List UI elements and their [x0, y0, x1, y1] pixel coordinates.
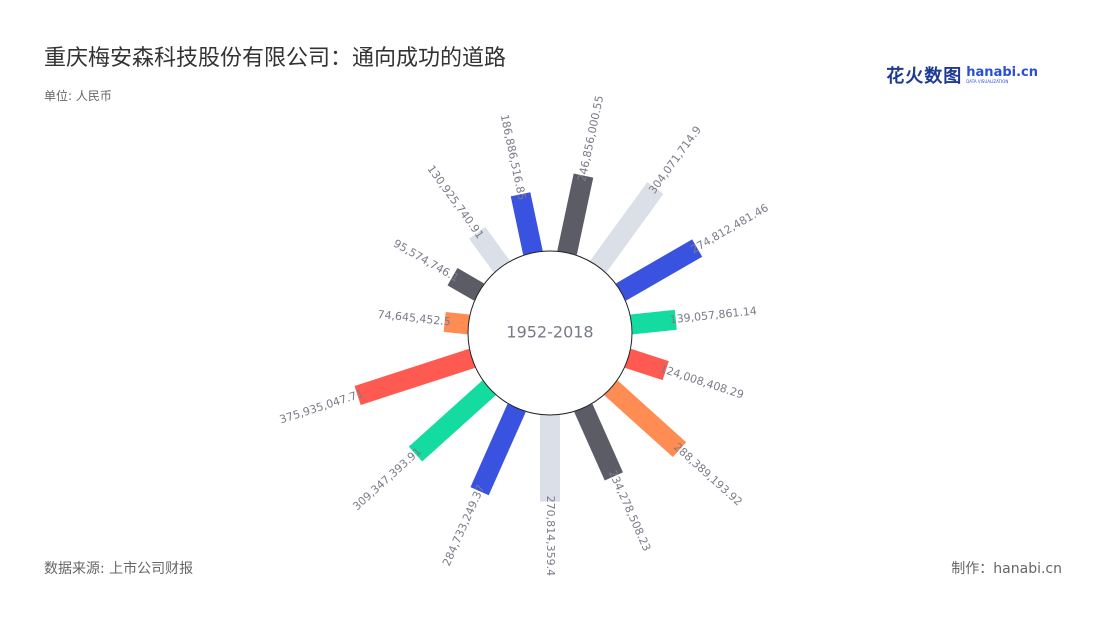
bar-value-label: 186,886,516.85: [498, 113, 529, 201]
center-circle: [467, 250, 633, 416]
bar-value-label: 74,645,452.5: [377, 308, 451, 329]
bar-value-label: 270,814,359.4: [544, 496, 557, 576]
credit: 制作：hanabi.cn: [951, 561, 1062, 577]
bar: [470, 403, 526, 496]
bar-value-label: 304,071,714.9: [646, 124, 704, 197]
brand-logo-tag: DATA VISUALIZATION: [966, 79, 1009, 84]
bar-value-label: 288,389,193.92: [671, 440, 745, 508]
bar: [590, 182, 664, 273]
bar: [354, 348, 476, 406]
radial-bar-11: [354, 348, 476, 406]
brand-logo-en: hanabi.cn DATA VISUALIZATION: [966, 66, 1038, 84]
radial-bar-4: [630, 309, 677, 335]
bar: [510, 192, 543, 255]
bar-value-label: 95,574,746.1: [391, 237, 461, 285]
radial-bar-15: [510, 192, 543, 255]
bar: [557, 173, 594, 255]
bar: [447, 268, 484, 301]
bar: [624, 348, 669, 381]
brand-logo-cn: 花火数图: [886, 66, 963, 87]
radial-bar-10: [408, 380, 496, 462]
bar-value-label: 246,856,000.55: [575, 94, 606, 182]
radial-bar-13: [447, 268, 484, 301]
bar-value-label: 284,733,249.37: [440, 483, 487, 568]
brand-logo-name: hanabi.cn: [966, 65, 1038, 80]
bar-value-label: 309,347,393.91: [350, 445, 424, 513]
bar: [630, 309, 677, 335]
bar: [540, 415, 560, 502]
radial-bar-7: [574, 403, 623, 481]
bar: [408, 380, 496, 462]
bar-value-label: 274,812,481.46: [688, 201, 770, 256]
radial-bar-5: [624, 348, 669, 381]
bar-value-label: 375,935,047.71: [278, 387, 365, 426]
bar-value-label: 130,925,740.91: [424, 163, 486, 241]
bar: [469, 226, 510, 273]
center-label: 1952-2018: [506, 323, 593, 342]
radial-bar-9: [470, 403, 526, 496]
data-source: 数据来源: 上市公司财报: [44, 561, 194, 577]
bar: [616, 239, 703, 301]
radial-bar-8: [540, 415, 560, 502]
bar-value-label: 234,278,508.23: [606, 468, 653, 553]
radial-bar-6: [604, 380, 687, 458]
chart-title: 重庆梅安森科技股份有限公司：通向成功的道路: [44, 46, 507, 71]
unit-label: 单位: 人民币: [44, 89, 112, 103]
radial-bar-12: [443, 311, 470, 335]
bar-value-label: 139,057,861.14: [669, 304, 757, 326]
radial-bar-2: [590, 182, 664, 273]
brand-logo: 花火数图 hanabi.cn DATA VISUALIZATION: [886, 62, 1038, 88]
radial-bar-14: [469, 226, 510, 273]
radial-bar-1: [557, 173, 594, 255]
bar: [604, 380, 687, 458]
radial-bar-3: [616, 239, 703, 301]
bar: [574, 403, 623, 481]
bar-value-label: 124,008,408.29: [658, 362, 745, 401]
bar: [443, 311, 470, 335]
